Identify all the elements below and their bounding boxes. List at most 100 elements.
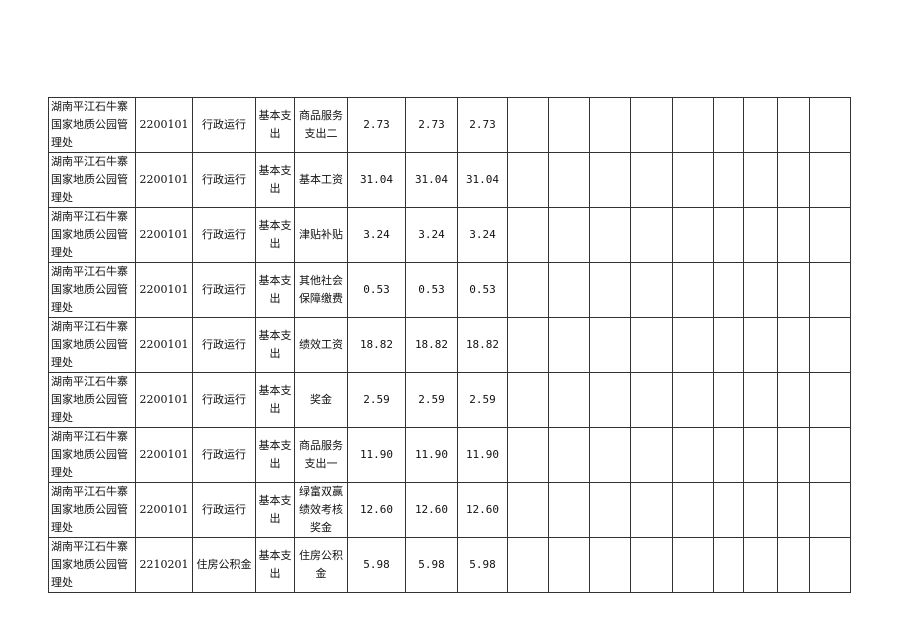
type-cell: 基本支出 <box>255 97 295 153</box>
empty-cell <box>630 482 673 538</box>
item-cell: 住房公积金 <box>294 537 348 593</box>
amount-basic-cell: 5.98 <box>457 537 508 593</box>
unit-cell: 湖南平江石牛寨国家地质公园管理处 <box>48 262 136 318</box>
empty-cell <box>548 152 590 208</box>
empty-cell <box>777 262 810 318</box>
empty-cell <box>743 372 778 428</box>
empty-cell <box>713 97 744 153</box>
empty-cell <box>548 537 590 593</box>
empty-cell <box>630 97 673 153</box>
type-cell: 基本支出 <box>255 537 295 593</box>
empty-cell <box>548 262 590 318</box>
table-row: 湖南平江石牛寨国家地质公园管理处 2200101 行政运行 基本支出 绩效工资 18.82… <box>48 317 851 373</box>
empty-cell <box>743 482 778 538</box>
amount-total-cell: 18.82 <box>347 317 406 373</box>
empty-cell <box>630 207 673 263</box>
empty-cell <box>589 537 631 593</box>
type-cell: 基本支出 <box>255 317 295 373</box>
amount-total-cell: 3.24 <box>347 207 406 263</box>
empty-cell <box>713 207 744 263</box>
empty-cell <box>809 97 851 153</box>
function-cell: 住房公积金 <box>192 537 256 593</box>
empty-cell <box>630 152 673 208</box>
empty-cell <box>809 482 851 538</box>
type-cell: 基本支出 <box>255 427 295 483</box>
code-cell: 2200101 <box>135 262 193 318</box>
empty-cell <box>548 482 590 538</box>
function-cell: 行政运行 <box>192 152 256 208</box>
function-cell: 行政运行 <box>192 427 256 483</box>
empty-cell <box>507 537 549 593</box>
unit-cell: 湖南平江石牛寨国家地质公园管理处 <box>48 152 136 208</box>
function-cell: 行政运行 <box>192 262 256 318</box>
empty-cell <box>630 317 673 373</box>
function-cell: 行政运行 <box>192 207 256 263</box>
empty-cell <box>589 207 631 263</box>
item-cell: 商品服务支出二 <box>294 97 348 153</box>
empty-cell <box>548 207 590 263</box>
amount-subtotal-cell: 12.60 <box>405 482 458 538</box>
empty-cell <box>777 372 810 428</box>
amount-subtotal-cell: 3.24 <box>405 207 458 263</box>
amount-basic-cell: 2.59 <box>457 372 508 428</box>
empty-cell <box>809 262 851 318</box>
empty-cell <box>589 317 631 373</box>
empty-cell <box>630 537 673 593</box>
code-cell: 2200101 <box>135 482 193 538</box>
empty-cell <box>672 482 714 538</box>
amount-basic-cell: 12.60 <box>457 482 508 538</box>
budget-table: 湖南平江石牛寨国家地质公园管理处 2200101 行政运行 基本支出 商品服务支出二 2.… <box>48 97 851 593</box>
amount-subtotal-cell: 11.90 <box>405 427 458 483</box>
empty-cell <box>507 152 549 208</box>
empty-cell <box>672 207 714 263</box>
code-cell: 2200101 <box>135 372 193 428</box>
amount-subtotal-cell: 2.59 <box>405 372 458 428</box>
empty-cell <box>672 372 714 428</box>
amount-total-cell: 2.59 <box>347 372 406 428</box>
code-cell: 2200101 <box>135 317 193 373</box>
empty-cell <box>777 427 810 483</box>
empty-cell <box>743 97 778 153</box>
empty-cell <box>743 427 778 483</box>
item-cell: 其他社会保障缴费 <box>294 262 348 318</box>
table-row: 湖南平江石牛寨国家地质公园管理处 2200101 行政运行 基本支出 商品服务支出二 2.… <box>48 97 851 153</box>
unit-cell: 湖南平江石牛寨国家地质公园管理处 <box>48 372 136 428</box>
empty-cell <box>672 317 714 373</box>
item-cell: 绿富双赢绩效考核奖金 <box>294 482 348 538</box>
table-row: 湖南平江石牛寨国家地质公园管理处 2200101 行政运行 基本支出 基本工资 31.04… <box>48 152 851 208</box>
amount-basic-cell: 3.24 <box>457 207 508 263</box>
empty-cell <box>548 427 590 483</box>
empty-cell <box>507 207 549 263</box>
unit-cell: 湖南平江石牛寨国家地质公园管理处 <box>48 97 136 153</box>
amount-subtotal-cell: 2.73 <box>405 97 458 153</box>
empty-cell <box>743 207 778 263</box>
empty-cell <box>777 537 810 593</box>
table-row: 湖南平江石牛寨国家地质公园管理处 2200101 行政运行 基本支出 绿富双赢绩效考核奖… <box>48 482 851 538</box>
empty-cell <box>777 97 810 153</box>
empty-cell <box>713 152 744 208</box>
empty-cell <box>548 97 590 153</box>
code-cell: 2200101 <box>135 427 193 483</box>
function-cell: 行政运行 <box>192 372 256 428</box>
empty-cell <box>743 317 778 373</box>
table-body: 湖南平江石牛寨国家地质公园管理处 2200101 行政运行 基本支出 商品服务支出二 2.… <box>48 97 851 593</box>
empty-cell <box>713 427 744 483</box>
empty-cell <box>507 97 549 153</box>
empty-cell <box>809 317 851 373</box>
amount-total-cell: 5.98 <box>347 537 406 593</box>
type-cell: 基本支出 <box>255 262 295 318</box>
empty-cell <box>672 152 714 208</box>
empty-cell <box>743 152 778 208</box>
type-cell: 基本支出 <box>255 482 295 538</box>
empty-cell <box>548 317 590 373</box>
empty-cell <box>507 427 549 483</box>
empty-cell <box>507 372 549 428</box>
empty-cell <box>809 207 851 263</box>
empty-cell <box>630 372 673 428</box>
empty-cell <box>589 97 631 153</box>
amount-total-cell: 12.60 <box>347 482 406 538</box>
empty-cell <box>743 537 778 593</box>
amount-total-cell: 2.73 <box>347 97 406 153</box>
empty-cell <box>672 97 714 153</box>
unit-cell: 湖南平江石牛寨国家地质公园管理处 <box>48 317 136 373</box>
